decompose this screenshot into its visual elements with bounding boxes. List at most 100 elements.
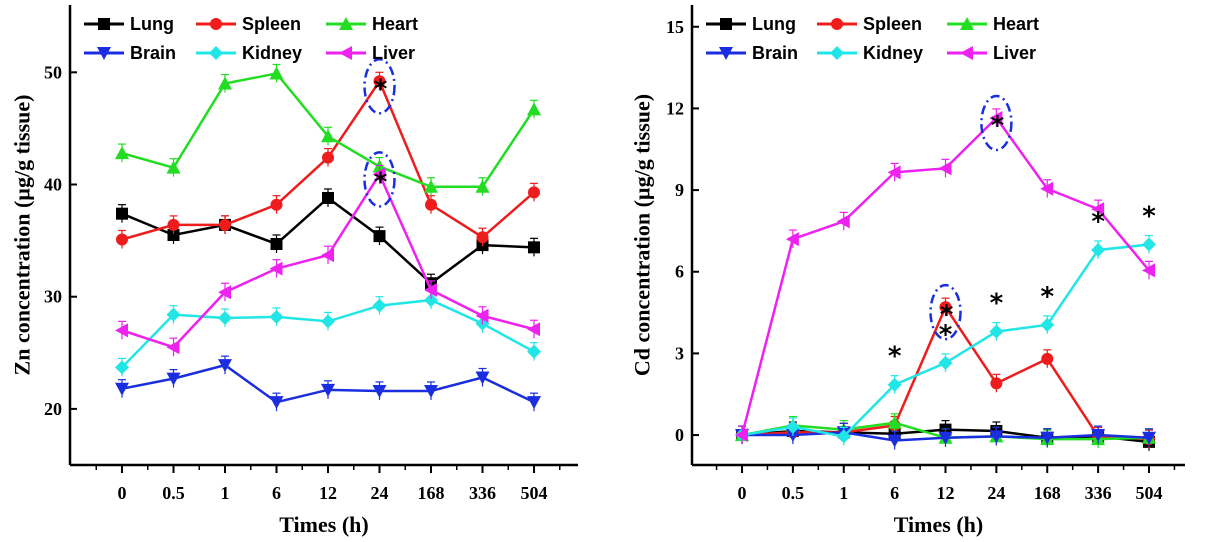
data-point: [887, 377, 902, 392]
data-point: [1040, 181, 1054, 196]
x-tick-label: 0: [118, 483, 127, 503]
data-point: [269, 261, 283, 276]
legend-item-kidney: Kidney: [196, 43, 302, 63]
data-point: [989, 430, 1004, 444]
data-point: [115, 146, 129, 160]
legend-label: Liver: [372, 43, 415, 63]
legend-marker: [210, 18, 222, 30]
data-point: [735, 428, 748, 443]
x-tick-label: 168: [418, 483, 445, 503]
data-point: [321, 129, 335, 143]
data-point: [321, 383, 335, 397]
data-point: [269, 309, 284, 324]
legend-label: Heart: [993, 14, 1039, 34]
data-point: [219, 218, 231, 231]
data-point: [115, 323, 128, 338]
data-point: [1040, 431, 1055, 445]
y-axis-title: Zn concentration (µg/g tissue): [10, 95, 35, 376]
x-tick-label: 168: [1034, 483, 1061, 503]
data-point: [372, 167, 386, 182]
x-tick-label: 1: [221, 483, 230, 503]
data-point: [321, 314, 335, 329]
data-point: [218, 311, 232, 326]
data-point: [218, 359, 232, 373]
legend: Lung Spleen Heart Brain Kidney Liver: [84, 14, 418, 63]
significance-star: *: [939, 320, 953, 350]
legend-item-liver: Liver: [947, 43, 1036, 63]
x-tick-label: 12: [319, 483, 337, 503]
data-point: [373, 230, 386, 243]
series-spleen: [116, 71, 540, 249]
x-tick-label: 0: [738, 483, 747, 503]
data-point: [167, 218, 180, 231]
legend-label: Heart: [372, 14, 418, 34]
data-point: [1142, 263, 1155, 278]
legend-label: Lung: [130, 14, 174, 34]
legend-marker: [209, 46, 223, 60]
data-point: [321, 248, 334, 263]
data-point: [167, 229, 180, 241]
x-tick-label: 504: [521, 483, 548, 503]
legend-label: Liver: [993, 43, 1036, 63]
legend-marker: [339, 46, 352, 60]
data-point: [1040, 317, 1055, 332]
data-point: [218, 76, 232, 90]
data-point: [424, 293, 438, 308]
data-point: [322, 151, 334, 164]
y-tick-label: 9: [675, 180, 684, 200]
data-point: [938, 355, 953, 370]
legend-item-kidney: Kidney: [817, 43, 923, 63]
series-lung: [116, 188, 540, 293]
x-tick-label: 24: [371, 483, 389, 503]
data-point: [424, 282, 437, 297]
legend-marker: [960, 17, 974, 30]
data-point: [1142, 431, 1156, 445]
x-tick-label: 336: [1085, 483, 1112, 503]
data-point: [1091, 242, 1106, 257]
legend-label: Lung: [752, 14, 796, 34]
legend-marker: [720, 18, 732, 30]
x-tick-label: 12: [937, 483, 955, 503]
x-tick-label: 336: [469, 483, 496, 503]
legend-marker: [98, 18, 110, 30]
y-tick-label: 40: [44, 175, 62, 195]
legend-label: Kidney: [863, 43, 923, 63]
legend-marker: [97, 47, 111, 60]
series-kidney: [735, 234, 1156, 446]
y-tick-label: 30: [44, 287, 62, 307]
data-point: [1142, 237, 1156, 252]
x-tick-label: 504: [1136, 483, 1163, 503]
data-point: [938, 431, 953, 445]
data-point: [424, 179, 438, 193]
data-point: [425, 198, 437, 211]
data-point: [373, 75, 386, 88]
series-liver: [115, 164, 540, 357]
legend-marker: [339, 17, 353, 30]
y-tick-label: 0: [675, 425, 684, 445]
legend-item-heart: Heart: [326, 14, 418, 34]
x-tick-label: 24: [987, 483, 1005, 503]
y-tick-label: 12: [666, 98, 684, 118]
legend-label: Brain: [752, 43, 798, 63]
data-point: [528, 186, 540, 199]
highlight-circle: [363, 58, 396, 115]
data-point: [115, 360, 129, 375]
significance-star: *: [374, 167, 388, 197]
significance-star: *: [888, 342, 902, 372]
legend-marker: [831, 18, 843, 30]
legend-item-heart: Heart: [947, 14, 1039, 34]
y-tick-label: 20: [44, 399, 62, 419]
data-point: [887, 434, 902, 448]
data-point: [527, 322, 540, 337]
significance-star: *: [991, 111, 1005, 141]
data-point: [270, 237, 283, 250]
legend-marker: [960, 46, 973, 60]
data-point: [322, 191, 334, 204]
significance-star: *: [1040, 282, 1054, 312]
series-line: [121, 196, 535, 285]
data-point: [527, 344, 541, 359]
data-point: [527, 396, 541, 410]
data-point: [939, 301, 952, 314]
x-tick-label: 0.5: [162, 483, 185, 503]
x-tick-label: 0.5: [782, 483, 805, 503]
